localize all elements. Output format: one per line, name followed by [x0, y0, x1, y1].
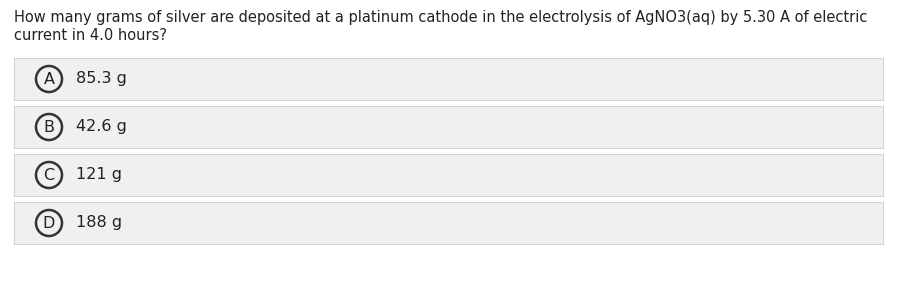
FancyBboxPatch shape: [14, 202, 883, 244]
Text: B: B: [43, 119, 55, 135]
FancyBboxPatch shape: [14, 154, 883, 196]
Text: D: D: [43, 216, 56, 230]
Text: A: A: [43, 72, 55, 86]
Text: 188 g: 188 g: [76, 216, 122, 230]
Text: 42.6 g: 42.6 g: [76, 119, 126, 135]
Text: 85.3 g: 85.3 g: [76, 72, 126, 86]
FancyBboxPatch shape: [14, 58, 883, 100]
Text: 121 g: 121 g: [76, 168, 122, 182]
Text: current in 4.0 hours?: current in 4.0 hours?: [14, 28, 167, 43]
Text: How many grams of silver are deposited at a platinum cathode in the electrolysis: How many grams of silver are deposited a…: [14, 10, 867, 25]
Text: C: C: [43, 168, 55, 182]
FancyBboxPatch shape: [14, 106, 883, 148]
